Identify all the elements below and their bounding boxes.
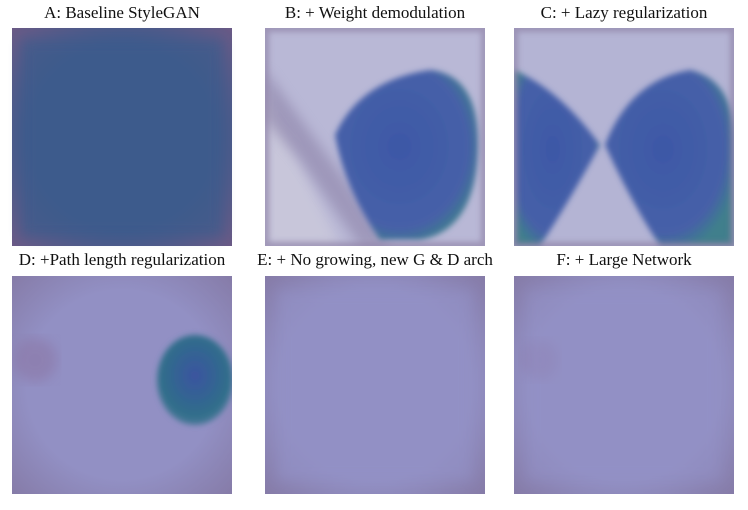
image-c <box>514 28 734 246</box>
image-a <box>12 28 232 246</box>
image-d <box>12 276 232 494</box>
caption: F: + Large Network <box>556 250 692 269</box>
caption: C: + Lazy regularization <box>541 3 708 22</box>
caption: B: + Weight demodulation <box>285 3 466 22</box>
caption: A: Baseline StyleGAN <box>44 3 200 22</box>
image-e <box>265 276 485 494</box>
image-b <box>265 28 485 246</box>
caption: D: +Path length regularization <box>19 250 226 269</box>
caption: E: + No growing, new G & D arch <box>257 250 493 269</box>
image-f <box>514 276 734 494</box>
